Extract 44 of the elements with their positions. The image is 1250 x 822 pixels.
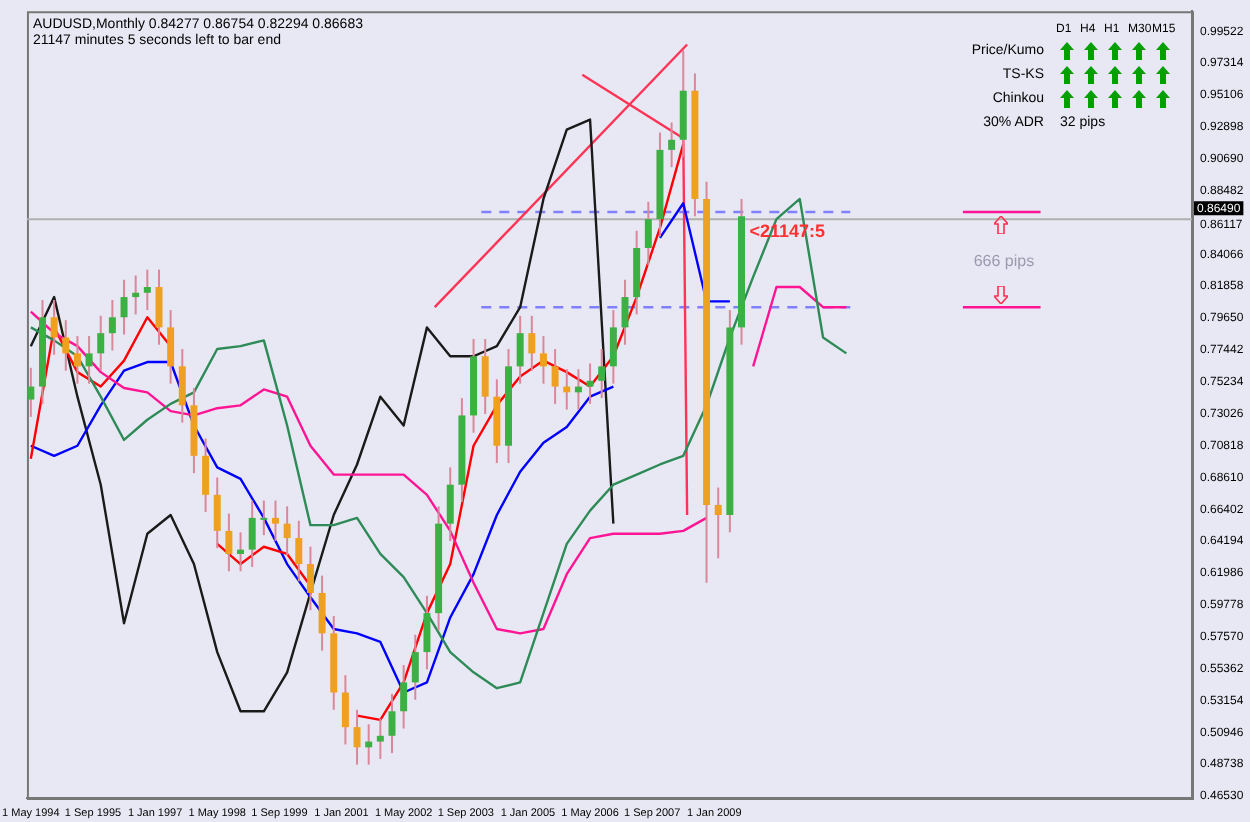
candlestick	[551, 348, 559, 405]
candlestick	[481, 337, 489, 415]
candlestick	[516, 314, 524, 385]
candlestick	[167, 309, 175, 385]
candlestick	[155, 268, 163, 346]
candlestick	[644, 200, 652, 267]
candlestick	[108, 298, 116, 352]
candlestick	[260, 499, 268, 537]
candlestick	[341, 674, 349, 746]
candlestick	[73, 335, 81, 385]
candlestick	[120, 278, 128, 336]
candlestick	[62, 319, 70, 372]
annotation: 666 pips	[973, 251, 1035, 270]
candlestick	[132, 274, 140, 316]
candlestick	[143, 268, 151, 312]
candlestick	[248, 499, 256, 568]
candlestick	[539, 335, 547, 385]
candlestick	[237, 531, 245, 573]
candlestick	[668, 121, 676, 169]
candlestick	[598, 348, 606, 400]
candlestick	[353, 708, 361, 766]
candlestick	[621, 278, 629, 346]
candlestick	[202, 437, 210, 514]
candlestick	[225, 512, 233, 573]
candlestick	[97, 314, 105, 372]
candlestick	[376, 717, 384, 760]
candlestick	[411, 633, 419, 701]
candlestick	[609, 309, 617, 385]
candlestick	[586, 362, 594, 405]
candlestick	[446, 466, 454, 542]
candlestick	[283, 505, 291, 557]
candlestick	[27, 366, 35, 418]
candlestick	[400, 664, 408, 730]
candlestick	[295, 519, 303, 583]
candlestick	[318, 574, 326, 652]
candlestick	[50, 298, 58, 356]
candlestick	[528, 314, 536, 372]
candlestick	[306, 545, 314, 612]
candlestick	[423, 594, 431, 671]
candlestick	[85, 335, 93, 385]
candlestick	[714, 486, 722, 560]
candlestick	[271, 499, 279, 542]
candlestick	[213, 476, 221, 550]
candlestick	[178, 348, 186, 424]
